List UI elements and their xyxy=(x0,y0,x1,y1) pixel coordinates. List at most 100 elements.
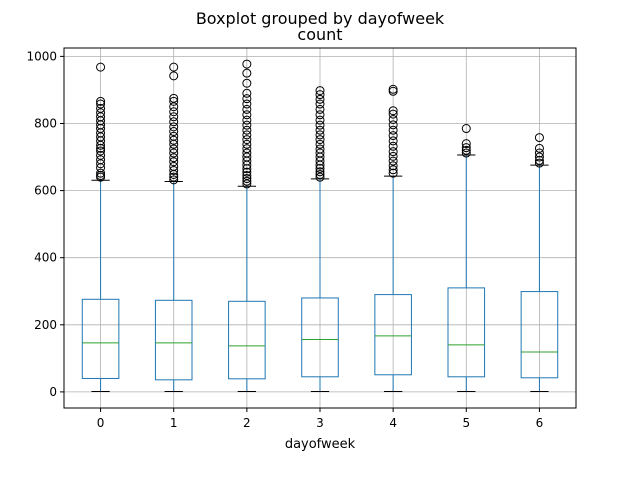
outlier-point xyxy=(388,106,398,116)
box-2 xyxy=(228,59,266,393)
outlier-point xyxy=(169,153,179,163)
outlier-point xyxy=(169,172,179,182)
outlier-point xyxy=(169,112,179,122)
x-tick-label: 0 xyxy=(97,416,105,430)
outlier-point xyxy=(96,108,106,118)
box-3 xyxy=(301,86,339,393)
x-tick-label: 6 xyxy=(536,416,544,430)
chart-title: Boxplot grouped by dayofweek xyxy=(196,9,445,28)
box-5 xyxy=(447,124,486,393)
outlier-point xyxy=(242,139,252,149)
outlier-point xyxy=(242,120,252,130)
outlier-point xyxy=(96,150,106,160)
outlier-point xyxy=(242,135,252,145)
iqr-box xyxy=(374,294,412,376)
outlier-point xyxy=(315,139,325,149)
x-tick-label: 5 xyxy=(462,416,470,430)
outlier-point xyxy=(242,144,252,154)
iqr-box xyxy=(520,291,559,379)
outlier-point xyxy=(315,163,325,173)
outlier-point xyxy=(315,130,325,140)
outlier-point xyxy=(96,168,106,178)
outlier-point xyxy=(388,109,398,119)
outlier-point xyxy=(169,71,179,81)
x-tick-label: 4 xyxy=(389,416,397,430)
outlier-point xyxy=(96,155,106,165)
outlier-point xyxy=(388,156,398,166)
outlier-point xyxy=(169,107,179,117)
outlier-point xyxy=(315,167,325,177)
outlier-point xyxy=(315,144,325,154)
outlier-point xyxy=(315,86,325,96)
outlier-point xyxy=(315,135,325,145)
outlier-point xyxy=(461,145,471,155)
iqr-box xyxy=(228,300,266,380)
outlier-point xyxy=(461,143,471,153)
outlier-point xyxy=(242,174,252,184)
outlier-point xyxy=(242,88,252,98)
outlier-point xyxy=(388,114,398,124)
outlier-point xyxy=(315,172,325,182)
outlier-point xyxy=(242,110,252,120)
outlier-point xyxy=(388,147,398,157)
y-tick-label: 400 xyxy=(34,251,57,265)
outlier-point xyxy=(96,146,106,156)
outlier-point xyxy=(169,127,179,137)
outlier-point xyxy=(315,125,325,135)
outlier-point xyxy=(315,104,325,114)
outlier-point xyxy=(315,148,325,158)
outlier-point xyxy=(461,124,471,134)
outlier-point xyxy=(534,158,544,168)
outlier-point xyxy=(169,161,179,171)
outlier-point xyxy=(242,78,252,88)
outlier-point xyxy=(169,93,179,103)
outlier-point xyxy=(315,110,325,120)
outlier-point xyxy=(315,115,325,125)
outlier-point xyxy=(388,151,398,161)
outlier-point xyxy=(169,96,179,106)
iqr-box xyxy=(447,287,486,378)
outlier-point xyxy=(242,176,252,186)
outlier-point xyxy=(388,161,398,171)
outlier-point xyxy=(388,136,398,146)
outlier-point xyxy=(315,90,325,100)
iqr-box xyxy=(81,298,120,379)
iqr-box xyxy=(154,299,193,381)
axes: 0 200 400 600 800 1000 0 1 2 3 4 5 6 xyxy=(26,47,577,430)
box-group xyxy=(81,59,559,393)
outlier-point xyxy=(96,96,106,106)
outlier-point xyxy=(169,62,179,72)
outlier-point xyxy=(169,131,179,141)
outlier-point xyxy=(461,148,471,158)
outlier-point xyxy=(242,170,252,180)
outlier-point xyxy=(96,143,106,153)
outlier-point xyxy=(169,175,179,185)
outlier-point xyxy=(96,103,106,113)
outlier-point xyxy=(534,133,544,143)
outlier-point xyxy=(315,94,325,104)
outlier-point xyxy=(388,84,398,94)
outlier-point xyxy=(461,139,471,149)
chart-subtitle: count xyxy=(297,25,342,44)
outlier-point xyxy=(169,148,179,158)
x-tick-label: 2 xyxy=(243,416,251,430)
outlier-point xyxy=(388,141,398,151)
outlier-point xyxy=(242,94,252,104)
y-tick-label: 600 xyxy=(34,184,57,198)
outlier-point xyxy=(96,99,106,109)
outlier-point xyxy=(169,144,179,154)
outlier-point xyxy=(242,125,252,135)
outlier-point xyxy=(388,131,398,141)
outlier-point xyxy=(534,143,544,153)
outlier-point xyxy=(242,68,252,78)
y-tick-label: 0 xyxy=(49,385,57,399)
iqr-box xyxy=(301,297,339,378)
outlier-point xyxy=(242,104,252,114)
x-tick-label: 3 xyxy=(316,416,324,430)
outlier-point xyxy=(388,165,398,175)
y-tick-label: 1000 xyxy=(26,49,57,63)
outlier-point xyxy=(242,59,252,69)
outlier-point xyxy=(242,99,252,109)
x-tick-label: 1 xyxy=(170,416,178,430)
